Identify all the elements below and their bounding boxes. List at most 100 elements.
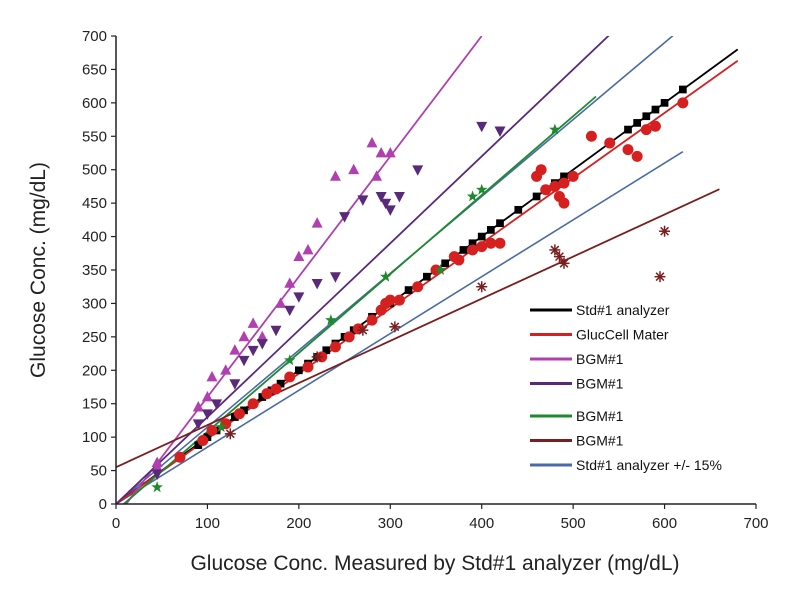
data-point — [276, 379, 285, 388]
x-axis-label: Glucose Conc. Measured by Std#1 analyzer… — [190, 552, 679, 575]
data-point — [553, 251, 565, 263]
x-tick-label: 700 — [743, 515, 768, 532]
data-point — [247, 317, 259, 328]
data-point — [380, 270, 392, 282]
data-point — [238, 330, 250, 342]
data-point — [295, 366, 303, 375]
fit-line-2 — [125, 36, 483, 504]
data-point — [192, 401, 204, 412]
data-point — [325, 314, 337, 325]
data-point — [624, 125, 632, 134]
y-tick-label: 350 — [82, 262, 107, 279]
data-point — [466, 190, 479, 202]
legend-label: BGM#1 — [576, 433, 624, 449]
data-point — [302, 361, 314, 373]
y-tick-label: 450 — [82, 195, 107, 212]
data-point — [206, 424, 218, 436]
data-point — [467, 244, 479, 256]
data-point — [311, 351, 323, 363]
data-point — [649, 120, 661, 132]
data-point — [151, 469, 163, 480]
data-point — [302, 243, 314, 255]
data-point — [357, 195, 369, 206]
data-point — [642, 112, 651, 121]
data-point — [256, 330, 268, 342]
data-point — [412, 281, 424, 293]
y-tick-label: 650 — [82, 61, 107, 78]
legend-label: BGM#1 — [576, 408, 624, 424]
data-point — [293, 292, 305, 303]
data-point — [293, 250, 305, 262]
axes — [111, 35, 757, 509]
data-point — [258, 393, 267, 401]
data-point — [476, 121, 488, 133]
fit-line-4 — [122, 95, 597, 504]
data-point — [311, 278, 323, 290]
data-point — [494, 237, 506, 249]
data-point — [197, 434, 209, 446]
data-point — [412, 165, 424, 176]
y-tick-label: 400 — [82, 229, 107, 246]
data-point — [423, 272, 431, 281]
y-tick-label: 50 — [90, 463, 107, 480]
fit-line-5 — [116, 188, 720, 469]
series-1-points — [174, 97, 689, 463]
data-point — [231, 413, 239, 421]
data-point — [494, 126, 506, 137]
data-point — [371, 170, 383, 181]
legend-label: Std#1 analyzer — [576, 302, 670, 318]
data-point — [203, 433, 212, 441]
data-point — [329, 170, 341, 181]
data-point — [651, 105, 660, 114]
data-point — [247, 345, 259, 357]
data-point — [247, 398, 259, 410]
data-point — [485, 237, 497, 249]
data-point — [192, 419, 204, 430]
legend-label: Std#1 analyzer +/- 15% — [576, 457, 722, 473]
y-tick-label: 0 — [99, 496, 107, 513]
data-point — [238, 355, 250, 367]
data-point — [329, 341, 341, 353]
data-point — [434, 263, 447, 275]
tick-labels: 0 50 100 150 200 250 300 350 400 450 500 550 600 650 7… — [82, 28, 769, 532]
data-point — [211, 399, 223, 410]
data-point — [229, 379, 241, 390]
data-point — [348, 163, 360, 175]
fit-lines — [116, 36, 739, 504]
reference-line-1 — [116, 150, 684, 504]
data-point — [322, 346, 331, 355]
data-point — [496, 219, 504, 228]
data-point — [476, 281, 488, 293]
data-point — [284, 371, 296, 383]
x-tick-label: 500 — [561, 515, 586, 532]
data-point — [514, 205, 523, 214]
data-point — [393, 192, 405, 203]
series-3-points — [151, 121, 506, 480]
series-2-points — [151, 136, 396, 472]
data-point — [549, 180, 561, 192]
data-point — [375, 192, 387, 203]
x-tick-label: 300 — [378, 515, 403, 532]
data-point — [468, 239, 477, 248]
data-point — [453, 254, 465, 266]
data-point — [487, 226, 495, 234]
data-point — [585, 130, 597, 142]
data-point — [215, 421, 227, 432]
data-point — [206, 370, 218, 382]
data-point — [151, 461, 163, 472]
data-point — [631, 150, 643, 162]
data-point — [256, 339, 268, 350]
data-point — [477, 232, 486, 241]
legend: Std#1 analyzer GlucCell Mater BGM#1 BGM#1 BG… — [530, 302, 722, 473]
data-point — [558, 177, 570, 189]
data-points — [151, 85, 689, 493]
data-point — [174, 451, 186, 463]
data-point — [275, 297, 287, 308]
data-point — [284, 277, 296, 288]
data-point — [384, 146, 396, 158]
x-tick-label: 0 — [112, 515, 120, 532]
data-point — [375, 146, 387, 158]
data-point — [384, 294, 396, 306]
data-point — [459, 246, 468, 254]
